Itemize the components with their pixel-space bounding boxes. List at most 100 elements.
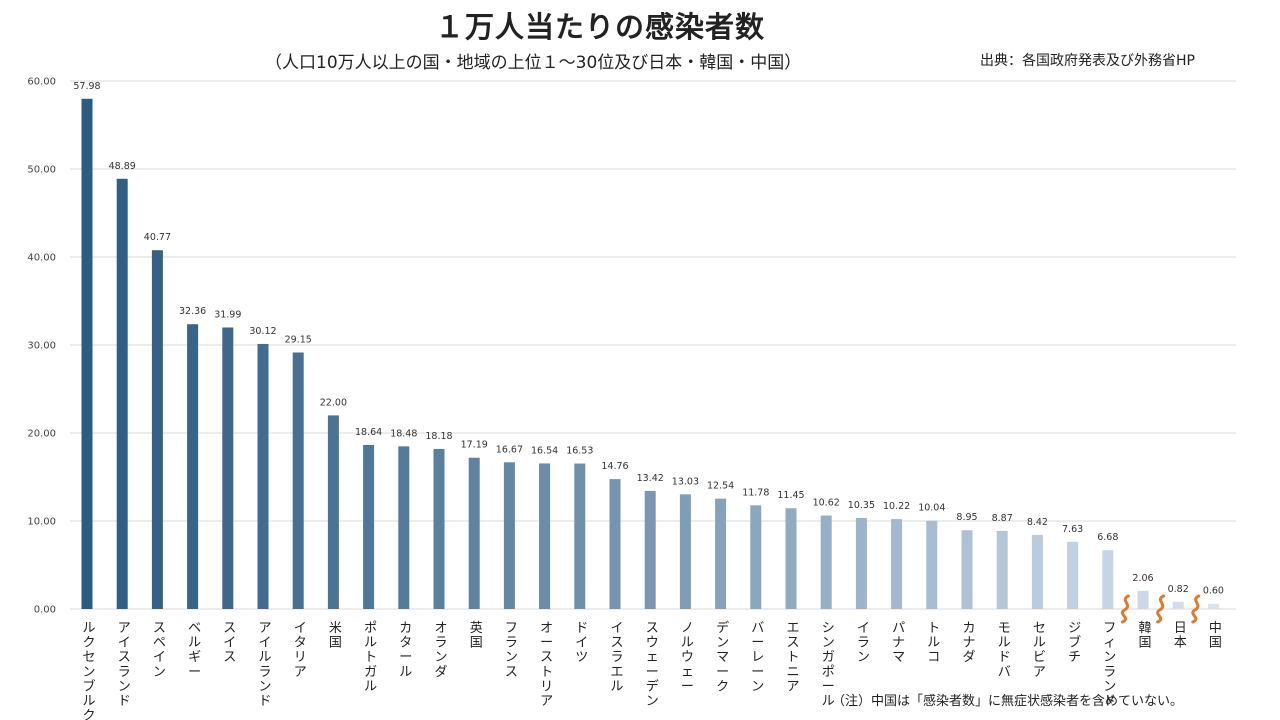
data-label: 8.87 [992, 513, 1013, 524]
bar [151, 250, 163, 609]
bar [81, 98, 93, 609]
category-label: エストニア [786, 621, 799, 694]
bar [503, 462, 515, 609]
data-label: 40.77 [144, 232, 171, 243]
category-label: セルビア [1033, 621, 1046, 680]
source-note: 出典：各国政府発表及び外務省HP [980, 53, 1195, 69]
category-label: バーレーン [751, 621, 764, 694]
category-label: スイス [223, 621, 236, 665]
category-label: ノルウェー [681, 621, 694, 694]
data-label: 7.63 [1062, 524, 1083, 535]
chart-title: １万人当たりの感染者数 [434, 10, 765, 44]
category-label: シンガポール [822, 621, 835, 709]
bar [1067, 541, 1079, 609]
data-label: 12.54 [707, 481, 734, 492]
category-label: イタリア [294, 621, 307, 680]
category-label: オランダ [434, 621, 447, 680]
category-label: モルドバ [998, 621, 1011, 680]
data-label: 13.42 [637, 473, 664, 484]
axis-break-mark [1191, 594, 1201, 624]
bar [961, 530, 973, 609]
bar [855, 517, 867, 609]
data-label: 11.78 [742, 487, 769, 498]
category-label: デンマーク [716, 620, 729, 694]
y-axis: 0.00 10.00 20.00 30.00 40.00 50.00 60.00 [27, 77, 56, 616]
bar [222, 327, 234, 609]
category-label: イラン [857, 621, 870, 665]
category-label: ドイツ [575, 621, 588, 665]
bar [292, 352, 304, 609]
data-label: 8.95 [956, 512, 977, 523]
bar [1207, 603, 1219, 609]
category-label: アイルランド [258, 621, 271, 709]
data-label: 17.19 [461, 440, 488, 451]
data-label: 0.82 [1168, 584, 1189, 595]
bar [257, 343, 269, 609]
bar [785, 508, 797, 609]
y-tick-label: 10.00 [27, 517, 56, 528]
category-label: ポルトガル [364, 621, 377, 694]
category-label: 中国 [1209, 621, 1222, 651]
data-label: 31.99 [214, 309, 241, 320]
bar [327, 415, 339, 609]
footnote: （注）中国は「感染者数」に無症状感染者を含めていない。 [832, 694, 1184, 709]
bar [644, 490, 656, 609]
category-label: 韓国 [1138, 621, 1151, 651]
category-label: スウェーデン [646, 621, 659, 709]
data-label: 2.06 [1132, 573, 1153, 584]
y-tick-label: 0.00 [34, 605, 56, 616]
category-label: イスラエル [610, 621, 623, 694]
data-label: 18.18 [425, 431, 452, 442]
bar [679, 494, 691, 609]
bar [750, 505, 762, 609]
category-label: カタール [399, 621, 412, 680]
axis-break-mark [1156, 594, 1166, 624]
data-label: 10.22 [883, 501, 910, 512]
data-label: 57.98 [73, 81, 100, 92]
category-label: オーストリア [540, 621, 553, 709]
bar [398, 446, 410, 609]
category-label: 米国 [329, 621, 342, 651]
bar [116, 178, 128, 609]
data-label: 48.89 [109, 161, 136, 172]
chart-subtitle: （人口10万人以上の国・地域の上位１～30位及び日本・韓国・中国） [265, 53, 802, 73]
bar [468, 457, 480, 609]
data-label: 16.54 [531, 445, 558, 456]
bar [363, 444, 375, 609]
bar [891, 519, 903, 609]
category-label: トルコ [927, 621, 940, 665]
data-label: 18.48 [390, 428, 417, 439]
category-label: フランス [505, 621, 518, 680]
data-label: 14.76 [601, 461, 628, 472]
category-label: 日本 [1174, 621, 1187, 651]
bar [187, 324, 199, 609]
category-label: アイスランド [118, 621, 131, 709]
data-label: 30.12 [249, 326, 276, 337]
bar [996, 530, 1008, 609]
data-label: 10.62 [813, 498, 840, 509]
axis-break-marks [1120, 594, 1201, 624]
y-tick-label: 30.00 [27, 341, 56, 352]
bar [609, 479, 621, 609]
data-label: 6.68 [1097, 532, 1118, 543]
data-label: 0.60 [1203, 586, 1224, 597]
bar [926, 520, 938, 609]
y-tick-label: 40.00 [27, 253, 56, 264]
data-label: 10.04 [918, 503, 945, 514]
bar [1172, 601, 1184, 609]
category-label: ベルギー [188, 621, 201, 680]
data-labels: 57.98 48.89 40.77 32.36 31.99 30.12 29.15 22.00… [73, 81, 1224, 597]
bar [574, 463, 586, 609]
axis-break-mark [1120, 594, 1130, 624]
data-label: 8.42 [1027, 517, 1048, 528]
category-label: 英国 [470, 621, 483, 651]
y-tick-label: 20.00 [27, 429, 56, 440]
bar [1102, 550, 1114, 609]
y-tick-label: 50.00 [27, 165, 56, 176]
data-label: 16.53 [566, 446, 593, 457]
bar [539, 463, 551, 609]
bar [433, 449, 445, 609]
category-label: カナダ [962, 621, 975, 665]
category-label: フィンランド [1103, 621, 1116, 709]
